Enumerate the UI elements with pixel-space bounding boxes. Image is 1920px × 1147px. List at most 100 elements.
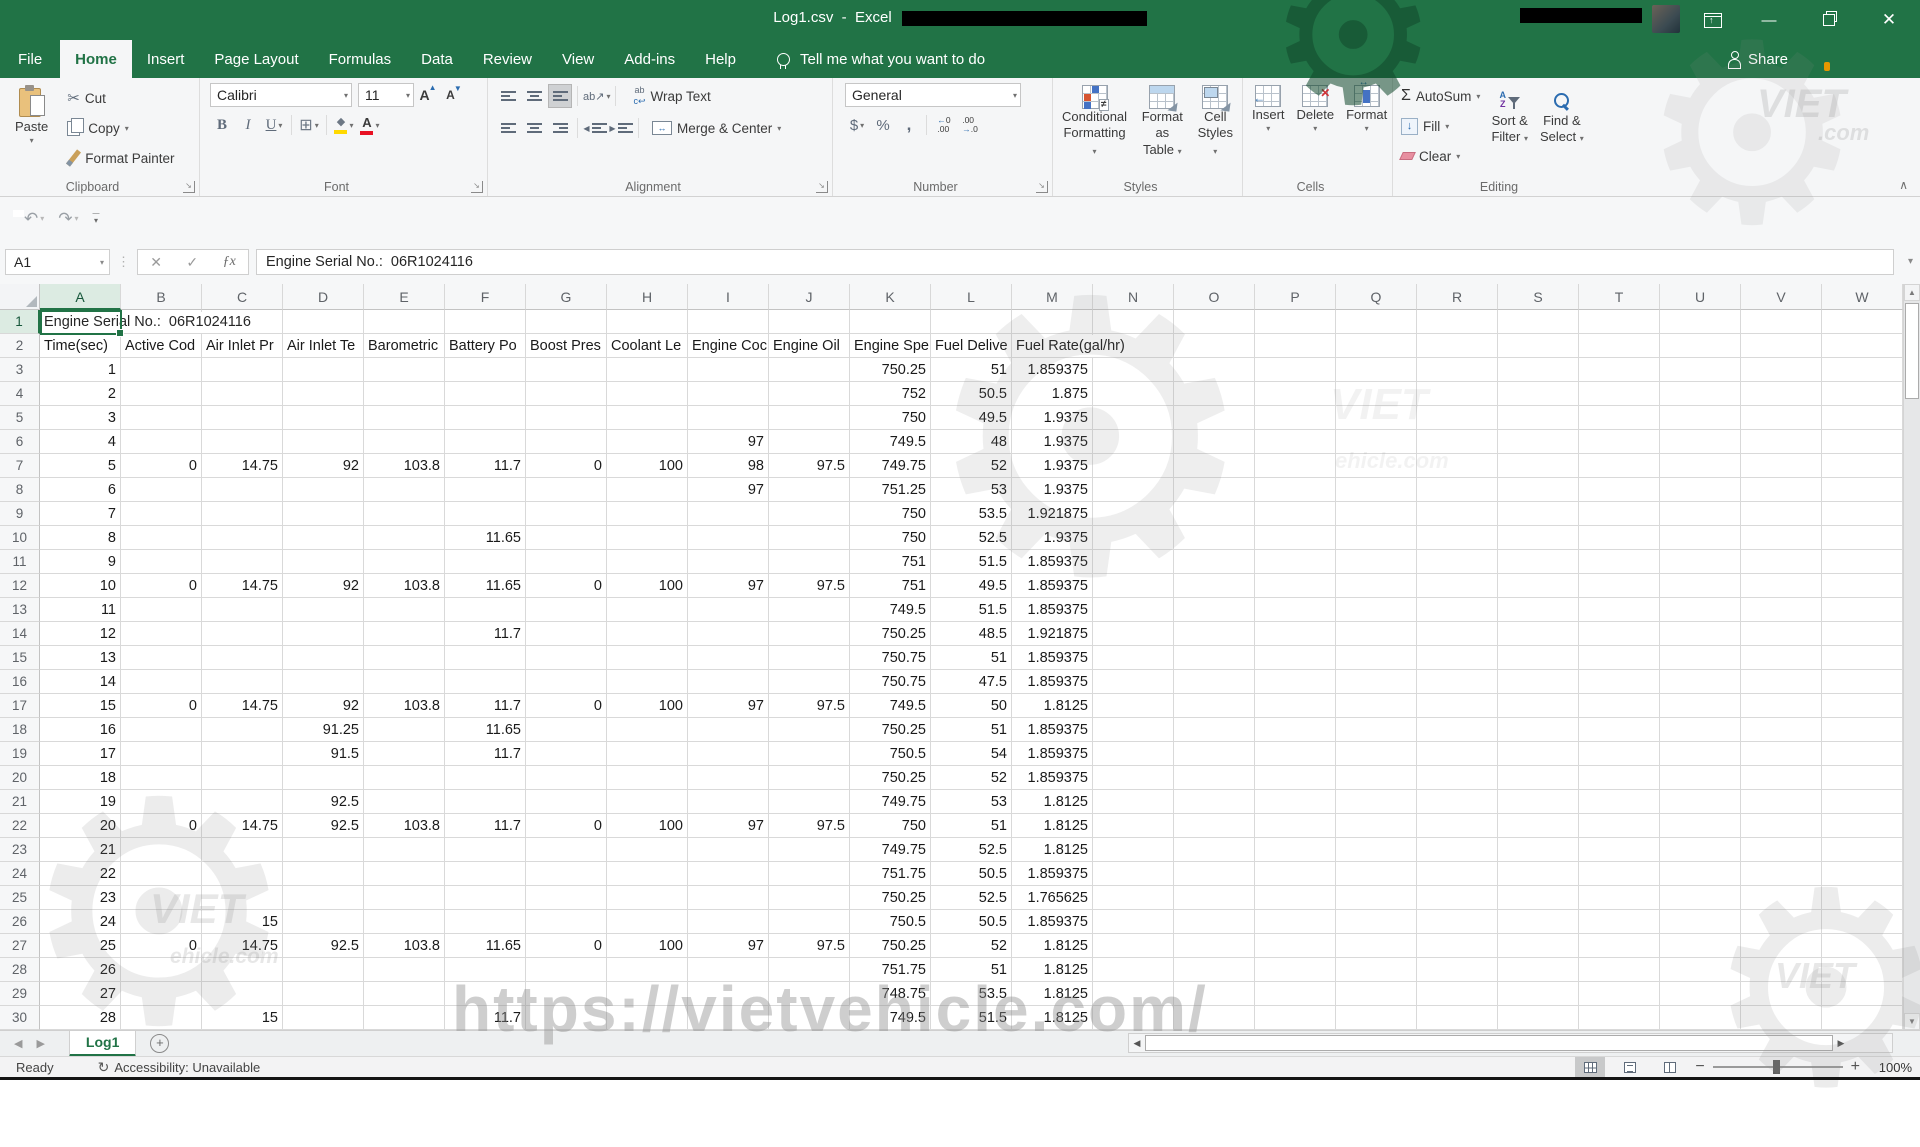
- cell-W19[interactable]: [1822, 742, 1903, 766]
- cell-W16[interactable]: [1822, 670, 1903, 694]
- cell-H10[interactable]: [607, 526, 688, 550]
- cell-Q21[interactable]: [1336, 790, 1417, 814]
- cell-U29[interactable]: [1660, 982, 1741, 1006]
- cell-C19[interactable]: [202, 742, 283, 766]
- cell-W6[interactable]: [1822, 430, 1903, 454]
- tab-page-layout[interactable]: Page Layout: [214, 50, 299, 68]
- cell-T4[interactable]: [1579, 382, 1660, 406]
- cell-O26[interactable]: [1174, 910, 1255, 934]
- cell-M20[interactable]: 1.859375: [1012, 766, 1093, 790]
- cell-C21[interactable]: [202, 790, 283, 814]
- cell-O23[interactable]: [1174, 838, 1255, 862]
- cell-R12[interactable]: [1417, 574, 1498, 598]
- horizontal-scroll-thumb[interactable]: [1145, 1035, 1833, 1051]
- cell-I13[interactable]: [688, 598, 769, 622]
- cell-U22[interactable]: [1660, 814, 1741, 838]
- vertical-scroll-thumb[interactable]: [1905, 303, 1919, 399]
- cell-M1[interactable]: [1012, 310, 1093, 334]
- cell-N21[interactable]: [1093, 790, 1174, 814]
- page-break-view-button[interactable]: [1655, 1057, 1685, 1077]
- cell-A21[interactable]: 19: [40, 790, 121, 814]
- col-header-W[interactable]: W: [1822, 284, 1903, 310]
- cell-R30[interactable]: [1417, 1006, 1498, 1030]
- cell-H11[interactable]: [607, 550, 688, 574]
- cell-A4[interactable]: 2: [40, 382, 121, 406]
- cell-F17[interactable]: 11.7: [445, 694, 526, 718]
- align-center-button[interactable]: [522, 116, 546, 140]
- cell-O4[interactable]: [1174, 382, 1255, 406]
- cell-R29[interactable]: [1417, 982, 1498, 1006]
- col-header-M[interactable]: M: [1012, 284, 1093, 310]
- cell-Q13[interactable]: [1336, 598, 1417, 622]
- cell-F5[interactable]: [445, 406, 526, 430]
- delete-cells-button[interactable]: ✕ Delete ▾: [1296, 85, 1335, 134]
- cell-N25[interactable]: [1093, 886, 1174, 910]
- minimize-button[interactable]: —: [1761, 11, 1777, 29]
- bold-button[interactable]: B: [216, 116, 227, 133]
- cell-U3[interactable]: [1660, 358, 1741, 382]
- cell-D7[interactable]: 92: [283, 454, 364, 478]
- cell-J30[interactable]: [769, 1006, 850, 1030]
- cell-V26[interactable]: [1741, 910, 1822, 934]
- cell-E4[interactable]: [364, 382, 445, 406]
- cell-N24[interactable]: [1093, 862, 1174, 886]
- cell-M10[interactable]: 1.9375: [1012, 526, 1093, 550]
- cell-A13[interactable]: 11: [40, 598, 121, 622]
- cell-B30[interactable]: [121, 1006, 202, 1030]
- cell-L15[interactable]: 51: [931, 646, 1012, 670]
- cell-U4[interactable]: [1660, 382, 1741, 406]
- cell-S22[interactable]: [1498, 814, 1579, 838]
- percent-style-button[interactable]: %: [876, 116, 890, 134]
- cell-V20[interactable]: [1741, 766, 1822, 790]
- cell-I19[interactable]: [688, 742, 769, 766]
- customize-qat-button[interactable]: — ▾: [92, 209, 100, 226]
- cell-B12[interactable]: 0: [121, 574, 202, 598]
- cell-O10[interactable]: [1174, 526, 1255, 550]
- cell-B13[interactable]: [121, 598, 202, 622]
- cell-E18[interactable]: [364, 718, 445, 742]
- cell-N18[interactable]: [1093, 718, 1174, 742]
- cell-D11[interactable]: [283, 550, 364, 574]
- cell-J10[interactable]: [769, 526, 850, 550]
- cell-V28[interactable]: [1741, 958, 1822, 982]
- cell-styles-button[interactable]: Cell Styles ▾: [1193, 83, 1238, 176]
- cell-Q22[interactable]: [1336, 814, 1417, 838]
- cell-V22[interactable]: [1741, 814, 1822, 838]
- cell-C6[interactable]: [202, 430, 283, 454]
- cell-V13[interactable]: [1741, 598, 1822, 622]
- cell-G10[interactable]: [526, 526, 607, 550]
- row-header-11[interactable]: 11: [0, 550, 40, 574]
- cell-K15[interactable]: 750.75: [850, 646, 931, 670]
- row-header-14[interactable]: 14: [0, 622, 40, 646]
- cell-Q9[interactable]: [1336, 502, 1417, 526]
- cell-B28[interactable]: [121, 958, 202, 982]
- cell-B25[interactable]: [121, 886, 202, 910]
- normal-view-button[interactable]: [1575, 1057, 1606, 1077]
- cell-Q8[interactable]: [1336, 478, 1417, 502]
- cell-I25[interactable]: [688, 886, 769, 910]
- cell-T14[interactable]: [1579, 622, 1660, 646]
- cell-C11[interactable]: [202, 550, 283, 574]
- undo-button[interactable]: ↶ ▾: [24, 208, 45, 228]
- cell-C14[interactable]: [202, 622, 283, 646]
- cell-T27[interactable]: [1579, 934, 1660, 958]
- cell-K10[interactable]: 750: [850, 526, 931, 550]
- sheet-tab-log1[interactable]: Log1: [68, 1030, 137, 1057]
- cell-V18[interactable]: [1741, 718, 1822, 742]
- expand-formula-bar-button[interactable]: ▾: [1907, 256, 1913, 267]
- cell-C30[interactable]: 15: [202, 1006, 283, 1030]
- cell-A16[interactable]: 14: [40, 670, 121, 694]
- cell-E3[interactable]: [364, 358, 445, 382]
- cell-V8[interactable]: [1741, 478, 1822, 502]
- cell-J23[interactable]: [769, 838, 850, 862]
- middle-align-button[interactable]: [522, 84, 546, 108]
- cell-W26[interactable]: [1822, 910, 1903, 934]
- fill-button[interactable]: ↓ Fill ▾: [1397, 113, 1484, 139]
- cell-A18[interactable]: 16: [40, 718, 121, 742]
- cell-Q12[interactable]: [1336, 574, 1417, 598]
- cell-T18[interactable]: [1579, 718, 1660, 742]
- cell-O15[interactable]: [1174, 646, 1255, 670]
- cell-G5[interactable]: [526, 406, 607, 430]
- cell-S15[interactable]: [1498, 646, 1579, 670]
- row-header-9[interactable]: 9: [0, 502, 40, 526]
